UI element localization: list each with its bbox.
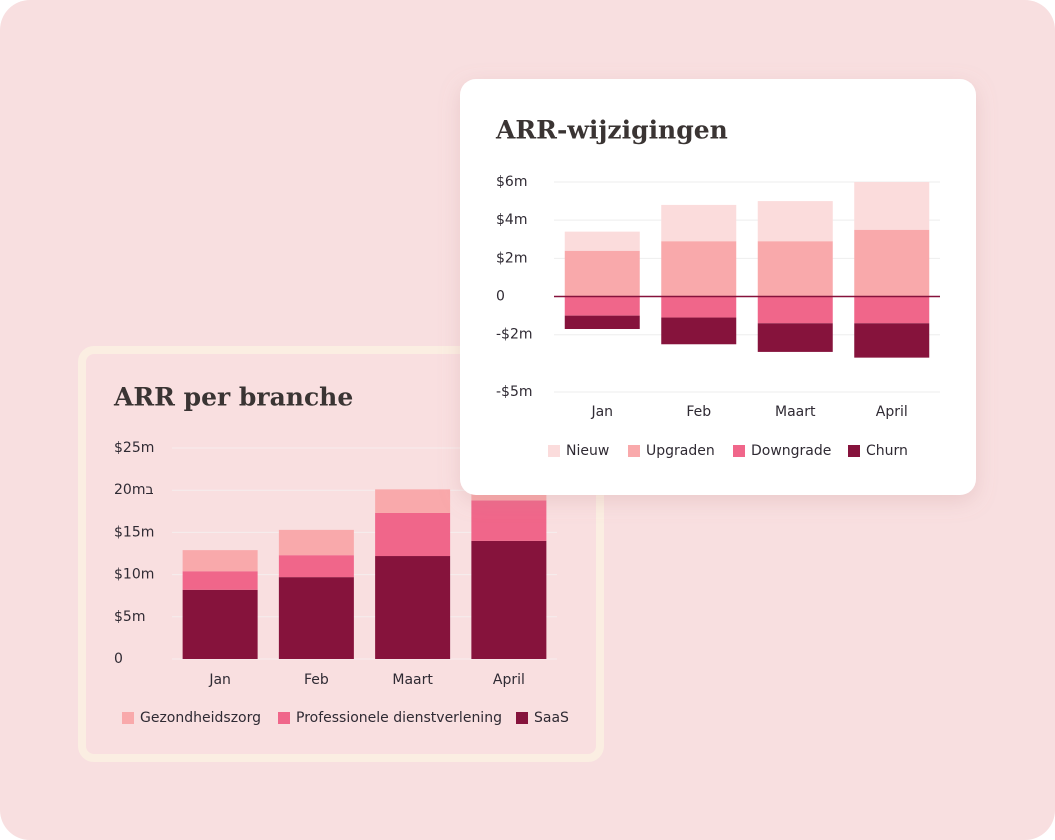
bar-segment [661,317,737,345]
bar-segment [278,555,354,578]
bar-segment [661,296,737,318]
legend-swatch [733,445,745,457]
legend-swatch [548,445,560,457]
y-tick-label: $6m [496,174,527,190]
bar-segment [854,323,930,358]
y-tick-label: $25m [114,440,154,456]
legend-label: Professionele dienstverlening [296,710,502,726]
legend-swatch [122,712,134,724]
bar-segment [564,231,640,251]
y-tick-label: -$2m [496,327,533,343]
y-tick-label: -$5m [496,384,533,400]
bar-segment [182,571,258,590]
bar-segment [564,315,640,329]
y-tick-label: 0 [496,289,505,305]
y-tick-label: 20mב [114,482,154,498]
legend-swatch [278,712,290,724]
bar-segment [661,241,737,297]
bar-segment [661,204,737,242]
bar-segment [564,296,640,316]
x-tick-label: Maart [775,404,816,420]
bar-segment [757,296,833,324]
bar-segment [854,182,930,230]
bar-segment [471,540,547,659]
x-tick-label: Jan [208,672,231,688]
y-tick-label: $10m [114,567,154,583]
chart-title: ARR per branche [113,383,353,412]
bar-segment [375,512,451,557]
legend-swatch [848,445,860,457]
legend-swatch [516,712,528,724]
bar-segment [182,550,258,572]
bar-segment [375,489,451,513]
bar-segment [278,529,354,556]
legend-label: Churn [866,443,908,459]
legend-label: Downgrade [751,443,831,459]
bar-segment [854,296,930,324]
y-tick-label: $15m [114,524,154,540]
x-tick-label: April [493,672,525,688]
legend-label: Nieuw [566,443,609,459]
x-tick-label: Feb [686,404,711,420]
legend-label: SaaS [534,710,569,726]
chart-title: ARR-wijzigingen [495,116,728,145]
bar-segment [182,589,258,659]
bar-segment [854,229,930,297]
x-tick-label: Jan [590,404,613,420]
legend-label: Gezondheidszorg [140,710,261,726]
y-tick-label: $2m [496,250,527,266]
bar-segment [757,201,833,242]
bar-segment [278,577,354,659]
bar-segment [757,241,833,297]
bar-segment [471,500,547,541]
bar-segment [757,323,833,352]
legend-swatch [628,445,640,457]
y-tick-label: $4m [496,212,527,228]
x-tick-label: Maart [392,672,433,688]
x-tick-label: April [876,404,908,420]
x-tick-label: Feb [304,672,329,688]
card-wijzigingen: ARR-wijzigingen -$5m -$2m 0 $2m $4m $6m Jan Feb… [460,79,976,495]
y-tick-label: $5m [114,609,145,625]
y-tick-label: 0 [114,651,123,667]
bar-segment [564,250,640,297]
bar-segment [375,556,451,659]
legend-label: Upgraden [646,443,715,459]
